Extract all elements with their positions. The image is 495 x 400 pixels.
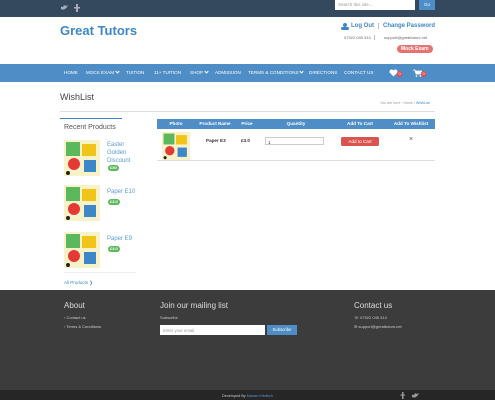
breadcrumb-text: You are here : (380, 101, 403, 105)
nav-item[interactable]: 11+ TUITION (154, 70, 182, 75)
footer-heading: About (64, 301, 85, 310)
table-header: Photo (157, 119, 195, 129)
breadcrumb-current: WishList (416, 101, 430, 105)
subscribe-button[interactable]: Subscribe (267, 325, 297, 335)
quantity-input[interactable]: 1 (265, 137, 324, 145)
wishlist-count: 0 (397, 71, 403, 77)
email-text: support@greattutors.net (358, 324, 402, 329)
phone: 07922 045 314 (344, 35, 375, 40)
credit-link[interactable]: Manan Infotech (246, 394, 273, 398)
product-art (163, 133, 187, 160)
nav-item[interactable]: HOME (64, 70, 78, 75)
cell-name: Paper E3 (206, 138, 226, 143)
product-art (66, 142, 96, 175)
add-to-cart-button[interactable]: Add to Cart (341, 137, 379, 146)
wishlist-icon[interactable] (389, 69, 398, 77)
page-title: WishList (60, 92, 95, 102)
product-image[interactable] (162, 132, 190, 160)
logout-link[interactable]: Log Out (351, 23, 379, 29)
social-icons[interactable] (60, 3, 84, 13)
footer-link-text[interactable]: Terms & Conditions (66, 324, 102, 329)
table-header: Price (235, 119, 259, 129)
product-price: £30 (108, 165, 119, 171)
product-art (66, 234, 96, 267)
product-image[interactable] (64, 232, 100, 268)
footer-social-icons[interactable] (400, 392, 422, 399)
nav-item[interactable]: DIRECTIONS (309, 70, 338, 75)
nav-item[interactable]: CONTACT US (344, 70, 374, 75)
footer-heading: Contact us (354, 301, 393, 310)
product-price: £3.0 (108, 246, 120, 252)
divider (64, 272, 136, 273)
table-header: Add To Wishlist (387, 119, 435, 129)
nav-item[interactable]: SHOP (190, 70, 208, 75)
bottom-bar (0, 390, 495, 400)
product-name[interactable]: Paper E10 (107, 189, 136, 195)
table-row (157, 129, 435, 161)
table-header: Quantity (259, 119, 333, 129)
logo[interactable]: Great Tutors (60, 23, 138, 38)
all-products-link[interactable]: All Products ❯ (64, 280, 94, 285)
nav-item[interactable]: MOCK EXAM (86, 70, 119, 75)
product-name[interactable]: Easter Golden Discount (107, 142, 131, 164)
credit-text: Developed By (222, 394, 246, 398)
cell-price: £3.0 (241, 138, 250, 143)
nav-item[interactable]: ADMISSION (215, 70, 241, 75)
mock-exam-button[interactable]: Mock Exam (397, 45, 433, 53)
divider (60, 111, 435, 112)
nav-item[interactable]: TERMS & CONDITIONS (248, 70, 303, 75)
footer (0, 290, 495, 390)
breadcrumb-separator: \ (414, 101, 416, 105)
sidebar-title: Recent Products (64, 124, 116, 131)
product-image[interactable] (64, 140, 100, 176)
footer-link[interactable]: › Contact us (64, 315, 86, 320)
breadcrumb: You are here : Home \ WishList (380, 101, 430, 105)
email-input[interactable]: Enter your email (160, 325, 265, 335)
sidebar-rule (60, 118, 122, 119)
footer-link-text[interactable]: Contact us (66, 315, 86, 320)
remove-button[interactable]: × (409, 136, 414, 143)
search-input[interactable]: Search this site... (335, 0, 415, 10)
table-header: Product Name (195, 119, 235, 129)
all-products-text[interactable]: All Products (64, 280, 89, 285)
phone-text: 07922 045 314 (360, 315, 387, 320)
breadcrumb-link[interactable]: Home (403, 101, 414, 105)
footer-link[interactable]: › Terms & Conditions (64, 324, 102, 329)
product-art (66, 187, 96, 220)
table-header: Add To Cart (333, 119, 387, 129)
footer-email: ✉ support@greattutors.net (354, 324, 402, 329)
footer-heading: Join our mailing list (160, 301, 229, 310)
product-price: £3.0 (108, 199, 120, 205)
change-password-link[interactable]: Change Password (383, 23, 436, 29)
cart-count: 0 (421, 71, 427, 77)
email: support@greattutors.net (384, 35, 428, 40)
credit: Developed By Manan Infotech (0, 394, 495, 398)
user-icon (341, 23, 349, 30)
cart-icon[interactable] (413, 69, 422, 77)
product-name[interactable]: Paper E9 (107, 236, 133, 242)
nav-item[interactable]: TUITION (126, 70, 145, 75)
subscribe-label: Subscribe (160, 315, 178, 320)
footer-phone: ☏ 07922 045 314 (354, 315, 387, 320)
product-image[interactable] (64, 185, 100, 221)
search-button[interactable]: Go (419, 0, 435, 10)
top-bar: Search this site... Go (0, 0, 495, 17)
